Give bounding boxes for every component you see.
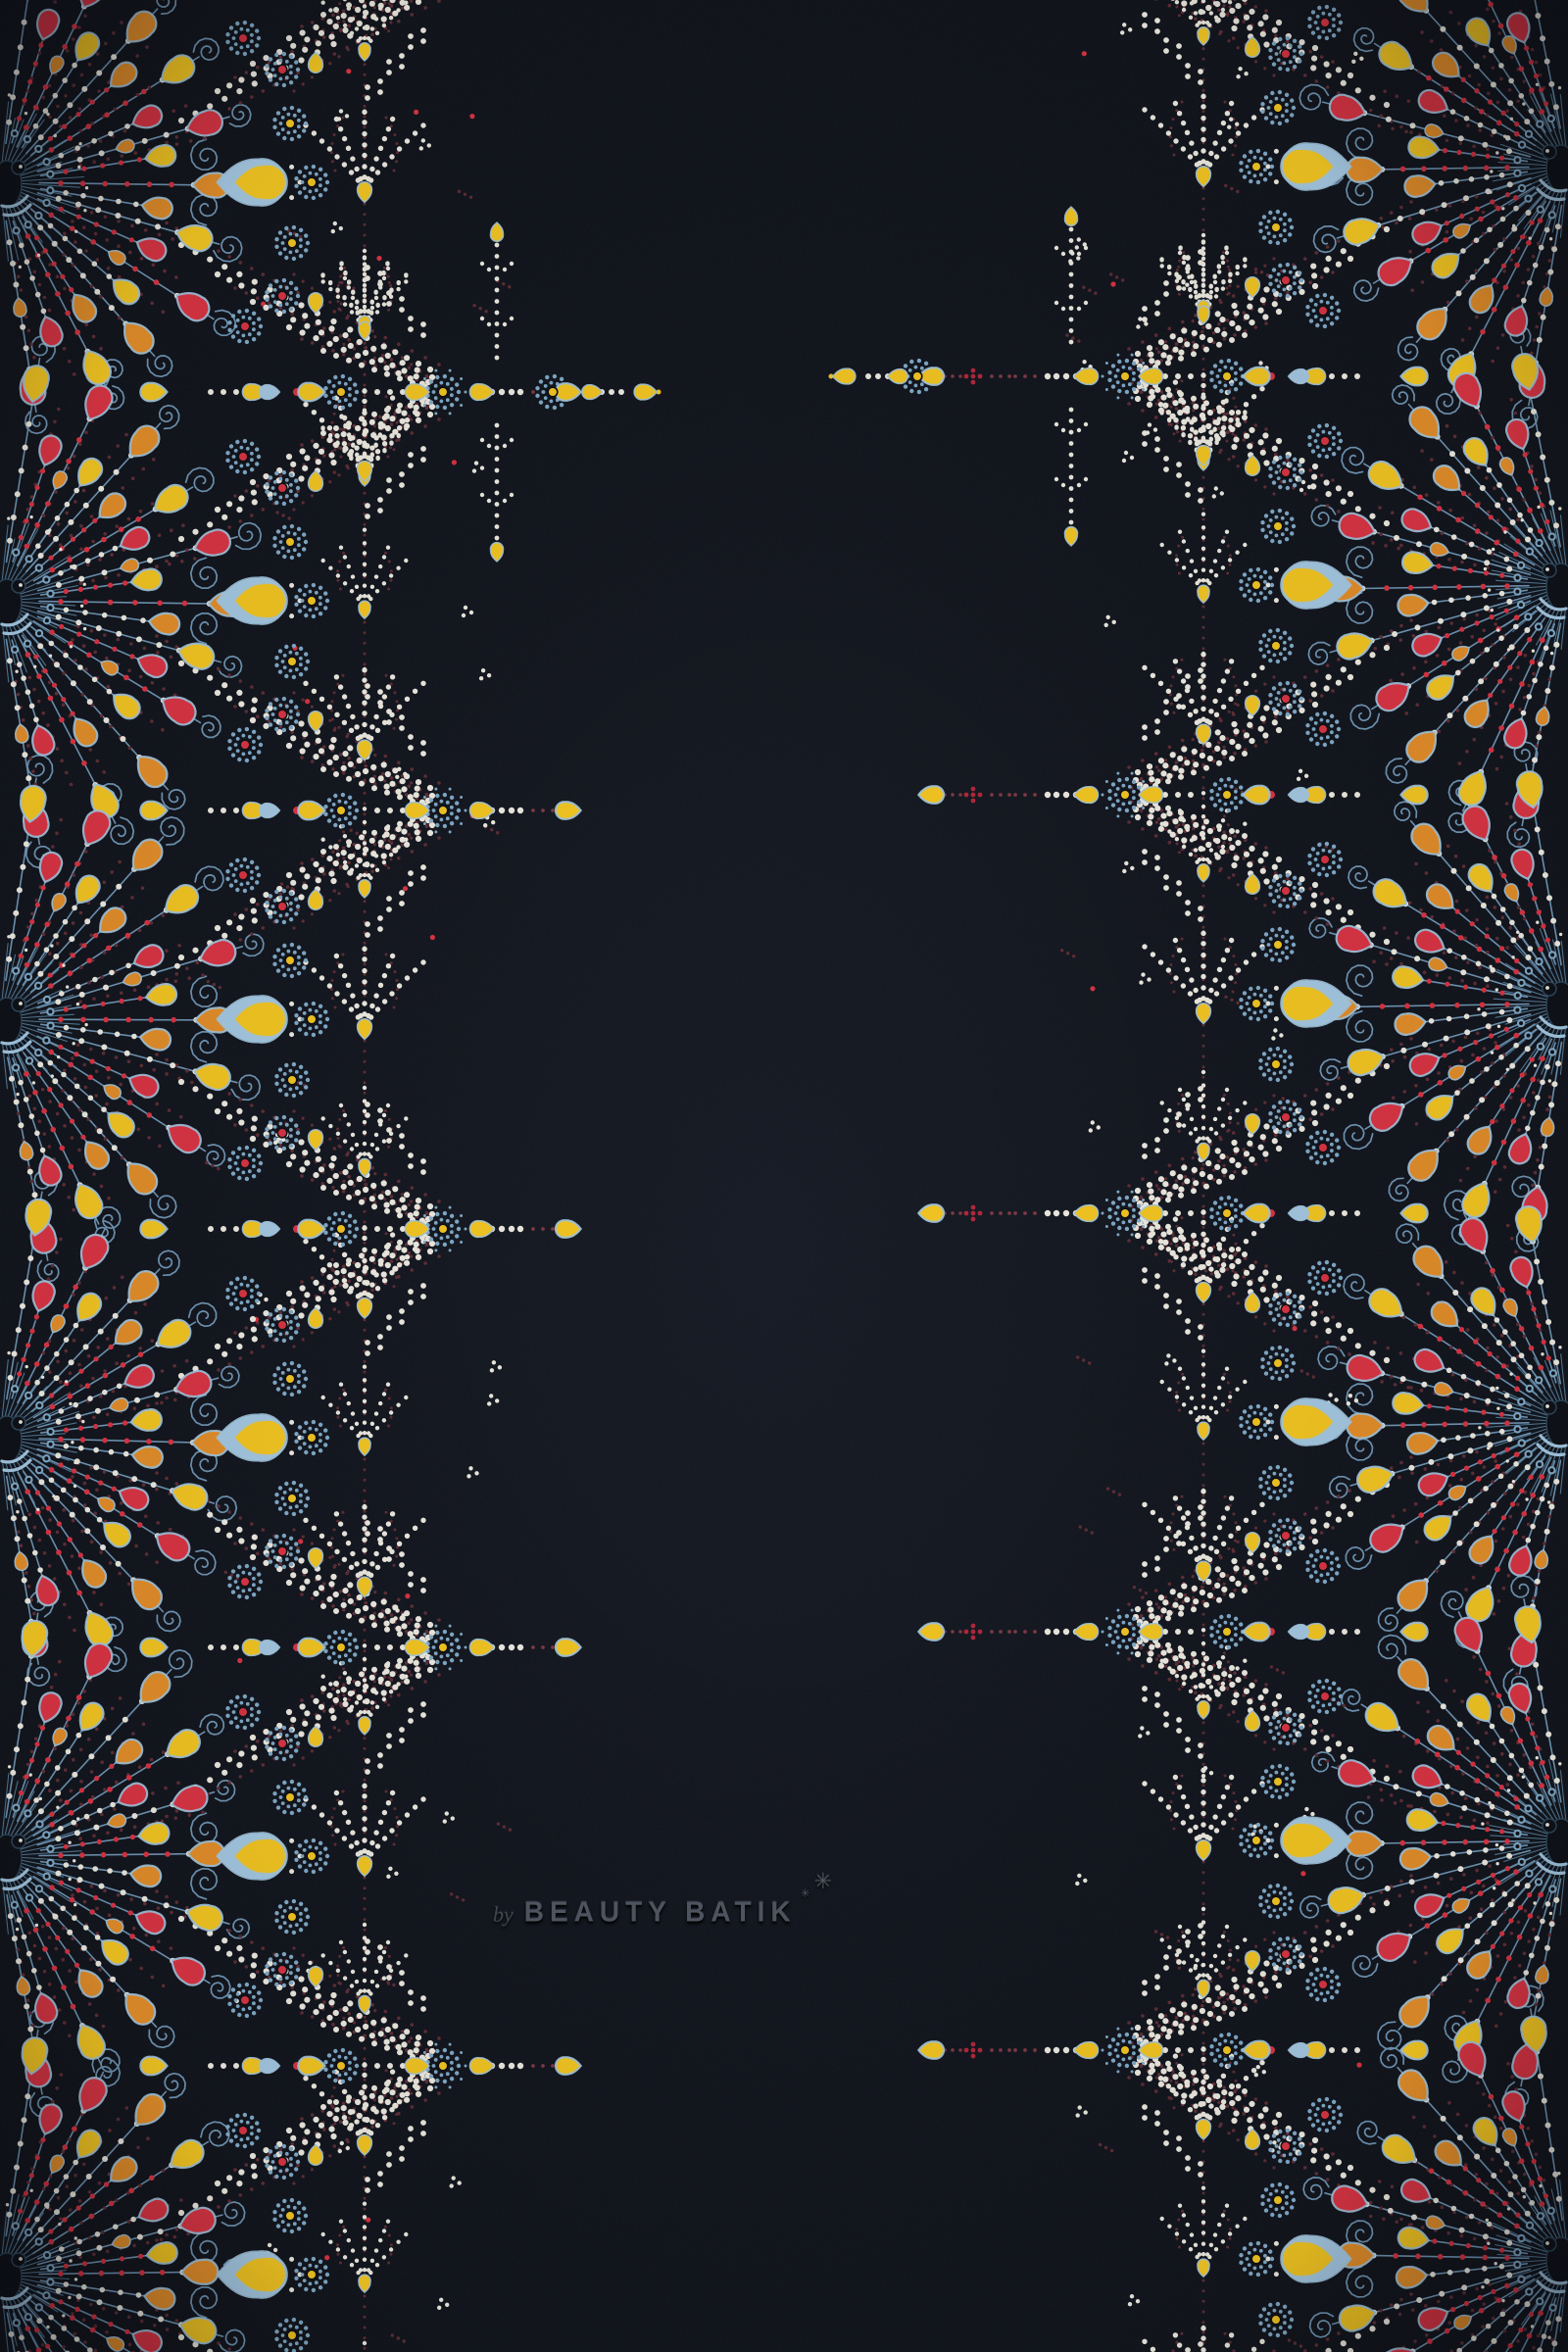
watermark-prefix: by — [493, 1902, 514, 1928]
star-icon: ✳ — [801, 1886, 810, 1900]
watermark-brand: BEAUTY BATIK — [524, 1896, 797, 1929]
star-icon: ✳ — [814, 1869, 832, 1894]
watermark-marks: ✳ ✳ — [803, 1892, 842, 1922]
brand-watermark: by BEAUTY BATIK ✳ ✳ — [493, 1892, 842, 1929]
